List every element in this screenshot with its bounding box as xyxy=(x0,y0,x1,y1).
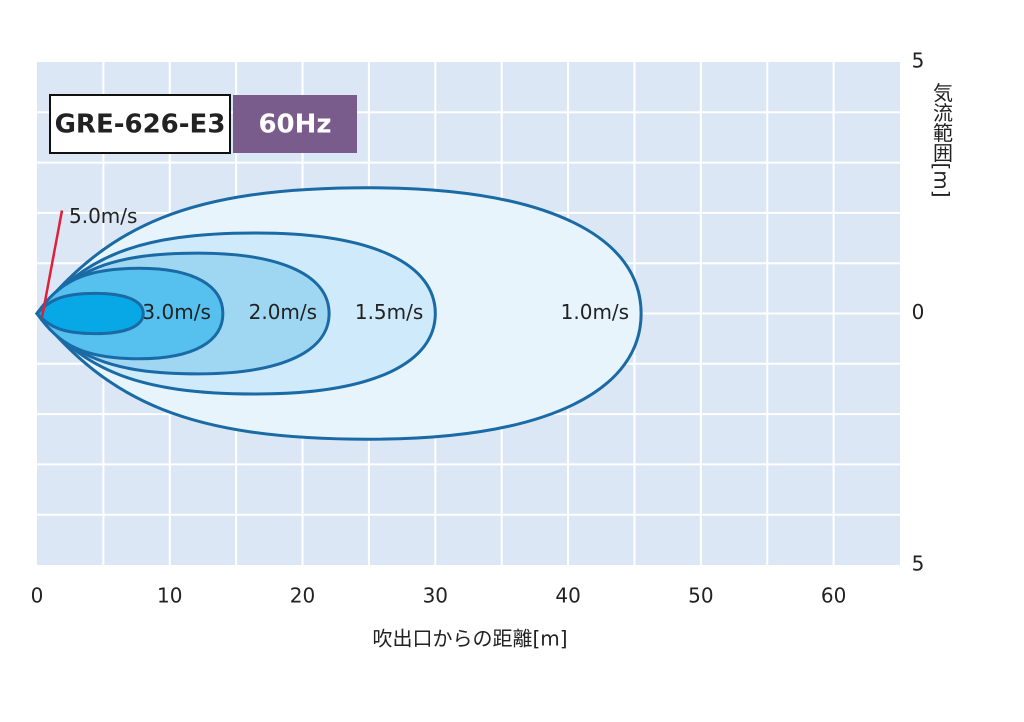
model-box xyxy=(49,94,231,154)
airflow-contour xyxy=(34,291,145,336)
y-axis-title: 気流範囲[m] xyxy=(930,82,954,197)
y-tick-label: 5 xyxy=(912,49,925,73)
contour-label: 5.0m/s xyxy=(69,204,137,228)
y-tick-label: 0 xyxy=(912,300,925,324)
x-axis-title: 吹出口からの距離[m] xyxy=(372,627,567,651)
x-tick-label: 30 xyxy=(423,584,448,608)
x-tick-label: 20 xyxy=(290,584,315,608)
contour-label: 2.0m/s xyxy=(249,300,317,324)
y-tick-label: 5 xyxy=(912,552,925,576)
contour-label: 3.0m/s xyxy=(142,300,210,324)
contour-label: 1.5m/s xyxy=(355,300,423,324)
label-pointer xyxy=(40,210,64,318)
model-label: GRE-626-E3 xyxy=(55,110,226,140)
x-tick-label: 50 xyxy=(688,584,713,608)
x-tick-label: 60 xyxy=(821,584,846,608)
frequency-label: 60Hz xyxy=(258,110,331,140)
x-tick-label: 10 xyxy=(157,584,182,608)
contour-label: 1.0m/s xyxy=(561,300,629,324)
x-tick-label: 0 xyxy=(31,584,44,608)
frequency-box xyxy=(233,95,357,153)
x-tick-label: 40 xyxy=(555,584,580,608)
